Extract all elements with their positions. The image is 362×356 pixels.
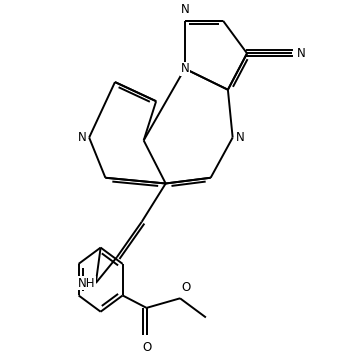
Text: N: N: [236, 131, 244, 144]
Text: N: N: [77, 131, 86, 144]
Text: N: N: [180, 62, 189, 75]
Text: O: O: [142, 341, 151, 354]
Text: N: N: [180, 3, 189, 16]
Text: N: N: [296, 47, 305, 60]
Text: O: O: [182, 281, 191, 294]
Text: NH: NH: [78, 277, 96, 289]
